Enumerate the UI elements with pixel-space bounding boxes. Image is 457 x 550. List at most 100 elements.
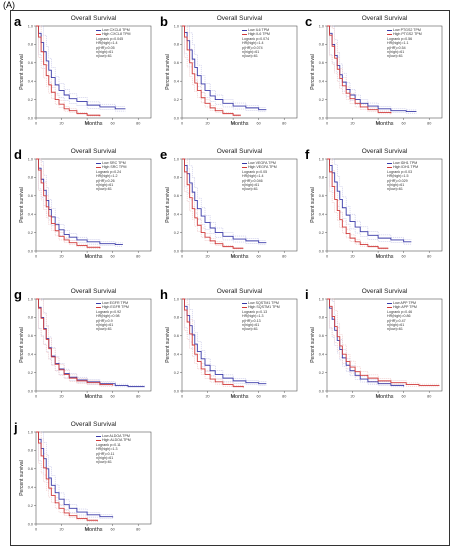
- legend-label: Logrank p=0.045: [96, 36, 124, 41]
- legend-label: n(high)=61: [96, 323, 114, 328]
- survival-curve-low: [327, 298, 405, 387]
- legend-entry: p(HR)=0.47: [387, 319, 417, 323]
- x-axis-label: Months: [84, 394, 103, 400]
- y-tick-label: 0.4: [319, 80, 324, 84]
- x-tick-label: 20: [350, 255, 354, 259]
- confidence-band: [182, 25, 267, 108]
- legend: Low APP TPM High APP TPM Logrank p=0.46 HR(…: [387, 301, 417, 332]
- panel-letter: a: [14, 14, 22, 29]
- legend-label: HR(high)=1.4: [242, 174, 264, 179]
- legend-entry: Low CXCL8 TPM: [96, 28, 131, 32]
- legend-label: Low SRC TPM: [102, 161, 126, 165]
- y-tick-label: 1.0: [28, 24, 33, 28]
- legend-label: n(high)=61: [242, 50, 260, 55]
- legend-label: n(high)=61: [387, 50, 405, 55]
- x-tick-label: 80: [282, 395, 286, 399]
- legend-label: High APP TPM: [393, 305, 417, 310]
- legend-entry: Low IL6 TPM: [242, 28, 270, 32]
- x-axis-label: Months: [375, 254, 394, 260]
- legend-swatch: [387, 33, 392, 35]
- x-axis-label: Months: [230, 394, 249, 400]
- survival-curve-low: [36, 25, 126, 110]
- legend-label: n(low)=61: [96, 460, 112, 465]
- y-tick-label: 0.4: [319, 353, 324, 357]
- legend-entry: n(low)=61: [96, 460, 131, 464]
- legend-entry: n(high)=61: [96, 323, 129, 327]
- y-tick-label: 0.2: [319, 98, 324, 102]
- legend-label: High CXCL8 TPM: [102, 32, 131, 37]
- legend-label: High VEGFA TPM: [248, 165, 277, 170]
- y-tick-label: 0.6: [28, 334, 33, 338]
- legend: Low PTGS2 TPM High PTGS2 TPM Logrank p=0.5…: [387, 28, 422, 59]
- confidence-band: [182, 25, 241, 117]
- plot-frame: [35, 431, 152, 525]
- y-tick-label: 0.6: [319, 334, 324, 338]
- chart-title: Overall Survival: [216, 15, 263, 22]
- legend-label: Low IL6 TPM: [248, 28, 270, 32]
- y-tick-label: 0.6: [319, 61, 324, 65]
- plot-frame: [35, 298, 152, 392]
- legend-entry: Logrank p=0.03: [387, 170, 418, 174]
- legend-label: Low VEGFA TPM: [248, 161, 276, 165]
- confidence-band: [36, 25, 101, 116]
- legend-entry: High CXCL8 TPM: [96, 32, 131, 36]
- x-tick-label: 60: [111, 395, 115, 399]
- panel-letter: c: [305, 14, 313, 29]
- legend-label: Low PTGS2 TPM: [393, 28, 421, 32]
- legend-label: HR(high)=0.98: [96, 314, 120, 319]
- y-tick-label: 1.0: [28, 430, 33, 434]
- legend-label: Low SQSTM1 TPM: [248, 301, 279, 305]
- legend-entry: p(HR)=0.11: [96, 452, 131, 456]
- y-tick-label: 0.8: [28, 316, 33, 320]
- x-tick-label: 60: [257, 122, 261, 126]
- x-tick-label: 60: [402, 395, 406, 399]
- survival-curve-high: [36, 158, 101, 249]
- y-tick-label: 0.0: [28, 249, 33, 253]
- legend-entry: n(low)=61: [387, 327, 417, 331]
- survival-curve-high: [182, 158, 244, 249]
- km-panel-e: e Overall Survival Percent survival Months 0…: [160, 147, 300, 267]
- x-axis-label: Months: [84, 527, 103, 533]
- y-tick-label: 0.6: [319, 194, 324, 198]
- legend-label: High EGFR TPM: [102, 305, 129, 310]
- y-tick-label: 0.0: [174, 116, 179, 120]
- legend-entry: p(HR)=0.54: [387, 46, 422, 50]
- y-tick-label: 1.0: [174, 24, 179, 28]
- survival-curve-high: [182, 298, 244, 388]
- y-tick-label: 0.0: [174, 249, 179, 253]
- y-tick-label: 0.2: [174, 98, 179, 102]
- x-tick-label: 80: [136, 395, 140, 399]
- x-tick-label: 20: [59, 255, 63, 259]
- confidence-band: [36, 298, 113, 387]
- legend-label: p(HR)=0.9: [96, 318, 113, 323]
- legend-entry: n(low)=61: [387, 54, 422, 58]
- legend: Low IL6 TPM High IL6 TPM Logrank p=0.074 HR…: [242, 28, 270, 59]
- legend-label: HR(high)=0.86: [387, 314, 411, 319]
- y-tick-label: 0.4: [28, 213, 33, 217]
- y-tick-label: 0.2: [28, 98, 33, 102]
- x-tick-label: 40: [231, 255, 235, 259]
- legend-entry: n(high)=61: [387, 183, 418, 187]
- x-tick-label: 80: [136, 528, 140, 532]
- legend-entry: n(low)=61: [96, 327, 129, 331]
- chart-title: Overall Survival: [70, 148, 117, 155]
- legend-entry: Low ALDOA TPM: [96, 434, 131, 438]
- legend-entry: HR(high)=0.86: [387, 314, 417, 318]
- x-tick-label: 0: [326, 122, 328, 126]
- legend-entry: HR(high)=1.4: [96, 41, 131, 45]
- chart-title: Overall Survival: [361, 15, 408, 22]
- y-tick-label: 0.4: [174, 353, 179, 357]
- legend-entry: n(low)=61: [242, 327, 280, 331]
- legend-label: HR(high)=1.3: [96, 447, 118, 452]
- survival-curve-low: [182, 25, 267, 111]
- legend-entry: High IDH1 TPM: [387, 165, 418, 169]
- legend-label: n(low)=61: [96, 54, 112, 59]
- legend-entry: Logrank p=0.92: [96, 310, 129, 314]
- panel-letter: f: [305, 147, 310, 162]
- confidence-band: [182, 298, 244, 389]
- x-tick-label: 0: [35, 395, 37, 399]
- y-tick-label: 0.6: [28, 467, 33, 471]
- legend-label: p(HR)=0.029: [387, 178, 408, 183]
- x-tick-label: 20: [350, 122, 354, 126]
- y-tick-label: 0.4: [319, 213, 324, 217]
